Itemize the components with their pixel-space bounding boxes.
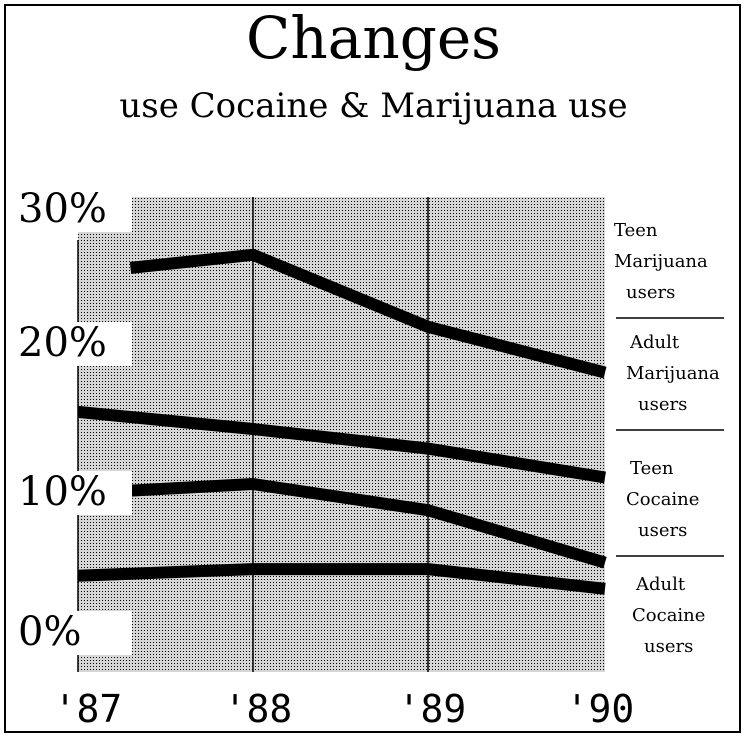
series-lines <box>77 248 607 595</box>
legend: Teen Marijuana users Adult Marijuana users Tee… <box>614 220 724 657</box>
legend-label-3-3: users <box>638 520 687 541</box>
series-line-3 <box>130 478 607 569</box>
chart-title: Changes <box>246 4 501 72</box>
legend-label-4-2: Cocaine <box>632 605 705 626</box>
legend-label-1-1: Teen <box>614 220 658 241</box>
y-tick-label-2: 20% <box>18 320 107 366</box>
legend-label-2-2: Marijuana <box>626 363 720 384</box>
legend-label-2-1: Adult <box>629 332 680 353</box>
series-line-2 <box>77 405 606 484</box>
series-line-4 <box>77 563 606 595</box>
y-tick-backdrop-4 <box>14 611 132 655</box>
y-tick-backdrop-3 <box>14 471 132 515</box>
legend-label-2-3: users <box>638 394 687 415</box>
chart-subtitle: use Cocaine & Marijuana use <box>119 86 628 126</box>
y-tick-label-1: 30% <box>18 186 107 232</box>
x-tick-label-1: '87 <box>54 687 123 731</box>
y-tick-backdrop-2 <box>14 322 132 366</box>
y-tick-labels: 30% 20% 10% 0% <box>14 186 132 655</box>
y-tick-label-3: 10% <box>18 469 107 515</box>
legend-label-4-1: Adult <box>635 574 686 595</box>
legend-label-1-3: users <box>626 282 675 303</box>
x-tick-label-3: '89 <box>398 687 467 731</box>
x-tick-label-4: '90 <box>566 687 635 731</box>
legend-label-3-1: Teen <box>630 458 674 479</box>
series-line-1 <box>129 248 607 379</box>
legend-label-1-2: Marijuana <box>614 251 708 272</box>
y-tick-backdrop-1 <box>14 188 132 232</box>
x-tick-labels: '87 '88 '89 '90 <box>54 687 635 731</box>
legend-label-4-3: users <box>644 636 693 657</box>
x-tick-label-2: '88 <box>224 687 293 731</box>
y-tick-label-4: 0% <box>18 609 81 655</box>
legend-label-3-2: Cocaine <box>626 489 699 510</box>
